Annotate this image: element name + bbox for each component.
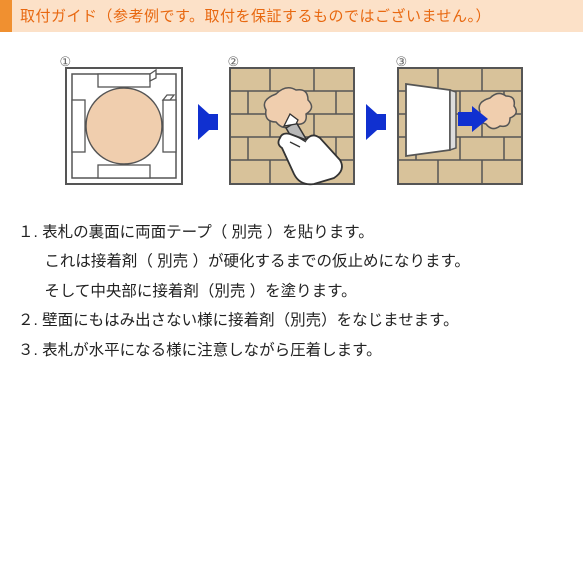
step-3: ③ [394, 56, 526, 188]
header-title: 取付ガイド（参考例です。取付を保証するものではございません。） [12, 0, 583, 32]
instruction-line-1: １. 表札の裏面に両面テープ（ 別売 ）を貼ります。 [18, 218, 565, 247]
step-1-label: ① [60, 54, 72, 70]
step-3-illustration [394, 56, 526, 188]
instruction-line-2: ２. 壁面にもはみ出さない様に接着剤（別売）をなじませます。 [18, 306, 565, 335]
header-accent-bar [0, 0, 12, 32]
step-1-illustration [58, 56, 190, 188]
step-2-label: ② [228, 54, 240, 70]
step-3-label: ③ [396, 54, 408, 70]
step-1: ① [58, 56, 190, 188]
step-2: ② [226, 56, 358, 188]
diagram-steps-row: ① ② [0, 56, 583, 188]
instruction-line-1c: そして中央部に接着剤（別売 ）を塗ります。 [18, 277, 565, 306]
step-2-illustration [226, 56, 358, 188]
header-banner: 取付ガイド（参考例です。取付を保証するものではございません。） [0, 0, 583, 32]
instructions-block: １. 表札の裏面に両面テープ（ 別売 ）を貼ります。 これは接着剤（ 別売 ）が… [0, 218, 583, 365]
arrow-1 [198, 104, 218, 140]
instruction-line-3: ３. 表札が水平になる様に注意しながら圧着します。 [18, 336, 565, 365]
instruction-line-1b: これは接着剤（ 別売 ）が硬化するまでの仮止めになります。 [18, 247, 565, 276]
arrow-2 [366, 104, 386, 140]
